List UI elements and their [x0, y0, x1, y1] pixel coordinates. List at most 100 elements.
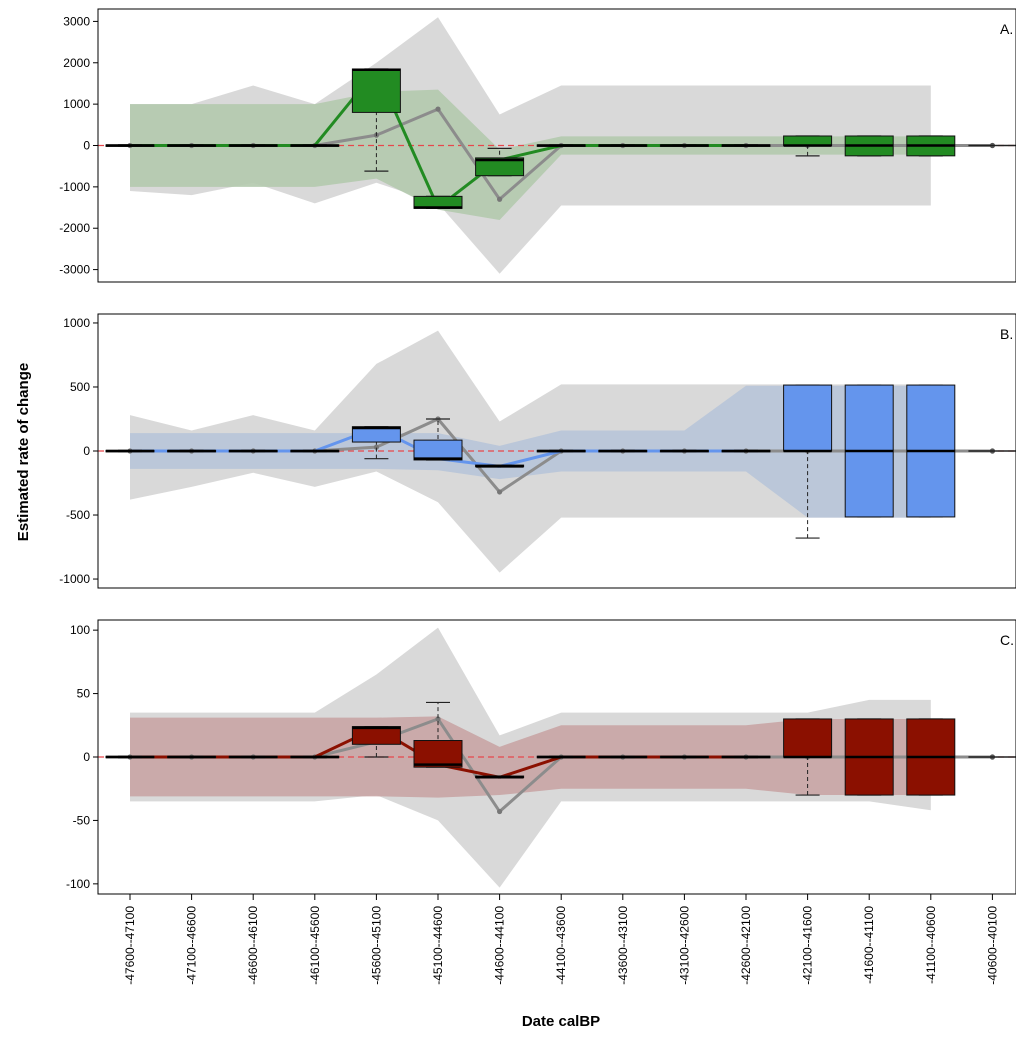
box-body [413, 740, 463, 768]
box-7 [475, 464, 525, 468]
box-9 [598, 755, 648, 759]
x-tick-label: -41100--40600 [924, 906, 938, 984]
x-tick-label: -44600--44100 [493, 906, 507, 985]
x-tick-label: -44100--43600 [554, 906, 568, 985]
y-tick-label: 2000 [63, 56, 90, 70]
y-tick-label: -3000 [59, 263, 90, 277]
box-2 [167, 755, 217, 759]
median-point-7 [497, 196, 503, 202]
y-tick-label: 0 [83, 750, 90, 764]
x-tick-label: -43100--42600 [677, 906, 691, 985]
x-tick-label: -45100--44600 [431, 906, 445, 985]
interval-band [130, 89, 931, 220]
median-point-5 [373, 444, 379, 450]
box-6 [413, 701, 463, 768]
box-body [351, 726, 401, 745]
box-10 [659, 449, 709, 453]
y-tick-label: 500 [70, 380, 90, 394]
panel-label: C. [1000, 632, 1014, 648]
box-body [783, 135, 833, 146]
box-1 [105, 144, 155, 147]
box-4 [290, 755, 340, 759]
x-tick-label: -46100--45600 [308, 906, 322, 985]
x-tick-label: -47100--46600 [185, 906, 199, 985]
y-tick-label: 0 [83, 444, 90, 458]
box-9 [598, 449, 648, 453]
box-1 [105, 449, 155, 453]
box-3 [228, 755, 278, 759]
box-12 [783, 135, 833, 157]
chart-panel-3: -100 -50 0 50 100 C. [66, 619, 1016, 895]
box-8 [536, 755, 586, 759]
x-axis-title: Date calBP [522, 1013, 600, 1030]
box-1 [105, 755, 155, 759]
interval-band [130, 385, 931, 518]
box-5 [351, 68, 401, 172]
box-9 [598, 144, 648, 147]
y-tick-label: 50 [77, 687, 91, 701]
box-3 [228, 449, 278, 453]
x-tick-label: -45600--45100 [369, 906, 383, 985]
plot-area [98, 627, 1016, 888]
box-14 [906, 384, 956, 518]
panel-label: A. [1000, 21, 1013, 37]
box-13 [844, 718, 894, 796]
box-8 [536, 144, 586, 147]
y-tick-label: 1000 [63, 97, 90, 111]
y-tick-label: 1000 [63, 316, 90, 330]
y-tick-label: -100 [66, 877, 90, 891]
box-10 [659, 755, 709, 759]
box-body [351, 426, 401, 443]
box-14 [906, 135, 956, 157]
box-body [783, 718, 833, 758]
x-tick-label: -47600--47100 [123, 906, 137, 985]
x-tick-label: -46600--46100 [246, 906, 260, 985]
x-tick-label: -42100--41600 [801, 906, 815, 985]
box-body [413, 439, 463, 461]
box-11 [721, 449, 771, 453]
y-tick-label: -50 [73, 813, 91, 827]
x-tick-label: -41600--41100 [862, 906, 876, 984]
box-13 [844, 384, 894, 518]
box-6 [413, 195, 463, 209]
y-tick-label: -2000 [59, 221, 90, 235]
median-point-6 [435, 106, 441, 112]
y-tick-label: -500 [66, 508, 90, 522]
box-2 [167, 144, 217, 147]
box-2 [167, 449, 217, 453]
box-6 [413, 418, 463, 461]
x-tick-label: -42600--42100 [739, 906, 753, 985]
box-7 [475, 775, 525, 779]
median-point-6 [435, 716, 441, 722]
box-4 [290, 144, 340, 147]
box-11 [721, 144, 771, 147]
box-14 [906, 718, 956, 796]
x-tick-label: -40600--40100 [985, 906, 999, 985]
box-10 [659, 144, 709, 147]
box-4 [290, 449, 340, 453]
box-12 [783, 384, 833, 539]
panel-label: B. [1000, 326, 1013, 342]
box-5 [351, 426, 401, 460]
box-body [475, 157, 525, 177]
y-tick-label: 0 [83, 139, 90, 153]
series-segment-7 [499, 449, 562, 468]
y-tick-label: -1000 [59, 180, 90, 194]
median-point-7 [497, 489, 503, 495]
y-tick-label: 100 [70, 623, 90, 637]
box-8 [536, 449, 586, 453]
box-body [351, 68, 401, 113]
series-segment-7 [499, 755, 562, 779]
y-tick-label: -1000 [59, 572, 90, 586]
x-tick-label: -43600--43100 [616, 906, 630, 985]
box-12 [783, 718, 833, 796]
box-body [783, 384, 833, 452]
box-13 [844, 135, 894, 157]
chart-panel-1: -3000 -2000 -1000 0 1000 2000 3000 A. [59, 8, 1016, 283]
chart-panel-2: -1000 -500 0 500 1000 B. [59, 313, 1016, 589]
plot-area [98, 17, 1016, 274]
box-5 [351, 725, 401, 758]
median-point-7 [497, 808, 503, 815]
box-3 [228, 144, 278, 147]
